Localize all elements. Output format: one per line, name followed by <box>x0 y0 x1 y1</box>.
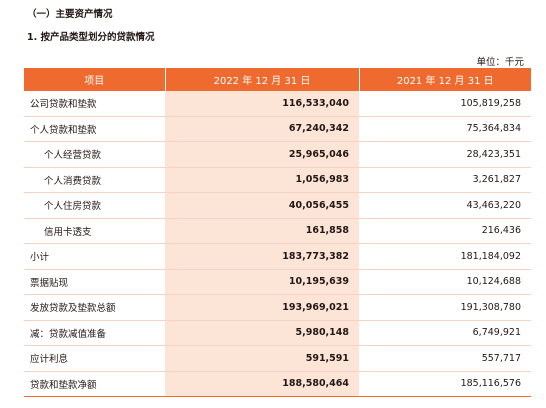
value-2021: 75,364,834 <box>359 116 531 142</box>
value-2021: 181,184,092 <box>359 243 531 270</box>
value-2021: 191,308,780 <box>359 294 531 321</box>
value-2022: 40,056,455 <box>165 192 359 219</box>
table-row: 公司贷款和垫款 116,533,040 105,819,258 <box>24 91 531 117</box>
value-2022: 25,965,046 <box>165 141 359 168</box>
table-body: 公司贷款和垫款 116,533,040 105,819,258 个人贷款和垫款 67,2… <box>24 91 531 397</box>
value-2022: 193,969,021 <box>165 294 359 321</box>
subsection-heading: 1. 按产品类型划分的贷款情况 <box>27 32 155 43</box>
row-label: 减：贷款减值准备 <box>24 320 165 346</box>
column-header-item: 项目 <box>24 68 165 91</box>
value-2021: 557,717 <box>359 345 531 372</box>
table-header-row: 项目 2022 年 12 月 31 日 2021 年 12 月 31 日 <box>24 68 531 91</box>
value-2022: 116,533,040 <box>165 91 359 117</box>
table-row: 信用卡透支 161,858 216,436 <box>24 218 531 244</box>
value-2021: 6,749,921 <box>359 320 531 346</box>
value-2021: 28,423,351 <box>359 141 531 168</box>
table-row: 票据贴现 10,195,639 10,124,688 <box>24 269 531 295</box>
table-row: 个人贷款和垫款 67,240,342 75,364,834 <box>24 116 531 142</box>
unit-label: 单位：千元 <box>476 57 524 68</box>
table-row: 个人住房贷款 40,056,455 43,463,220 <box>24 192 531 219</box>
row-label: 票据贴现 <box>24 269 165 295</box>
row-label: 发放贷款及垫款总额 <box>24 294 165 321</box>
table-row: 小计 183,773,382 181,184,092 <box>24 243 531 270</box>
table-row: 个人消费贷款 1,056,983 3,261,827 <box>24 167 531 193</box>
section-heading: （一）主要资产情况 <box>27 9 113 20</box>
loan-table: 项目 2022 年 12 月 31 日 2021 年 12 月 31 日 公司贷… <box>24 68 531 397</box>
row-label: 贷款和垫款净额 <box>24 371 165 397</box>
table-row: 减：贷款减值准备 5,980,148 6,749,921 <box>24 320 531 346</box>
row-label: 个人贷款和垫款 <box>24 116 165 142</box>
value-2022: 67,240,342 <box>165 116 359 142</box>
row-label: 个人住房贷款 <box>24 192 165 219</box>
value-2022: 183,773,382 <box>165 243 359 270</box>
row-label: 个人消费贷款 <box>24 167 165 193</box>
value-2022: 5,980,148 <box>165 320 359 346</box>
value-2021: 216,436 <box>359 218 531 244</box>
row-label: 公司贷款和垫款 <box>24 91 165 117</box>
value-2021: 185,116,576 <box>359 371 531 397</box>
table-row: 个人经营贷款 25,965,046 28,423,351 <box>24 141 531 168</box>
value-2022: 1,056,983 <box>165 167 359 193</box>
table-row: 贷款和垫款净额 188,580,464 185,116,576 <box>24 371 531 397</box>
row-label: 信用卡透支 <box>24 218 165 244</box>
row-label: 个人经营贷款 <box>24 141 165 168</box>
value-2021: 105,819,258 <box>359 91 531 117</box>
value-2021: 3,261,827 <box>359 167 531 193</box>
column-header-2022: 2022 年 12 月 31 日 <box>164 68 359 91</box>
value-2022: 10,195,639 <box>165 269 359 295</box>
column-header-2021: 2021 年 12 月 31 日 <box>358 68 531 91</box>
value-2021: 43,463,220 <box>359 192 531 219</box>
table-row: 发放贷款及垫款总额 193,969,021 191,308,780 <box>24 294 531 321</box>
value-2022: 188,580,464 <box>165 371 359 397</box>
table-row: 应计利息 591,591 557,717 <box>24 345 531 372</box>
row-label: 小计 <box>24 243 165 270</box>
row-label: 应计利息 <box>24 345 165 372</box>
value-2022: 161,858 <box>165 218 359 244</box>
value-2021: 10,124,688 <box>359 269 531 295</box>
value-2022: 591,591 <box>165 345 359 372</box>
